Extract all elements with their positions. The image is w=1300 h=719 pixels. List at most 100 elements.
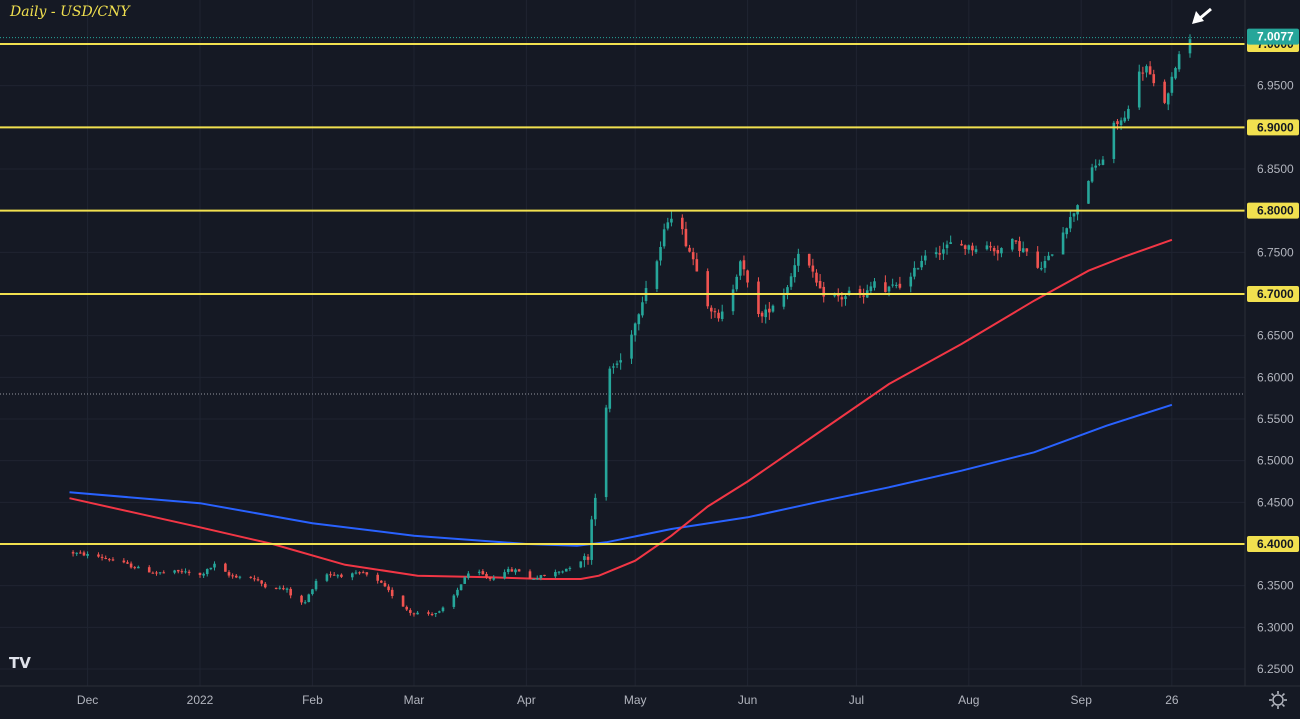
price-tick-label: 6.2500 [1257, 662, 1294, 676]
candle-body [615, 363, 619, 365]
tradingview-logo-icon[interactable]: TV [9, 654, 31, 672]
candle-body [1174, 68, 1177, 79]
candle-body [459, 584, 463, 591]
candle-body [180, 571, 184, 573]
candle-body [282, 588, 285, 590]
candle-body [75, 552, 79, 554]
level-tag [1247, 536, 1299, 552]
candle-body [706, 271, 709, 307]
candle-body [249, 576, 253, 578]
candle-body [506, 569, 510, 572]
candle-body [811, 265, 815, 272]
time-tick-label: May [624, 693, 647, 707]
time-tick-label: Jul [849, 693, 864, 707]
candle-body [898, 283, 902, 288]
candle-body [1094, 165, 1098, 168]
candle-body [427, 612, 430, 614]
candle-body [670, 218, 673, 223]
candle-body [184, 571, 187, 573]
candle-body [401, 595, 405, 607]
candle-body [332, 574, 336, 576]
candle-body [488, 576, 492, 580]
chart-title: Daily - USD/CNY [10, 4, 130, 20]
candle-body [289, 588, 292, 596]
candle-body [354, 572, 358, 574]
candle-body [122, 560, 126, 563]
candle-body [996, 250, 1000, 254]
candle-body [1018, 241, 1021, 251]
ma-slow-line [69, 403, 1173, 547]
candle-body [543, 574, 546, 576]
candle-body [456, 589, 459, 596]
candle-body [336, 575, 340, 577]
candle-body [985, 245, 989, 250]
candle-body [1050, 254, 1054, 256]
candle-body [1188, 39, 1192, 54]
candle-body [564, 568, 568, 572]
last-price-label: 7.0077 [1257, 30, 1294, 44]
candle-body [793, 265, 797, 278]
candle-body [358, 572, 361, 574]
candle-body [510, 569, 514, 572]
candle-body [894, 284, 898, 286]
candle-body [205, 569, 209, 575]
candle-body [314, 580, 318, 590]
candle-body [173, 570, 176, 573]
candle-body [390, 589, 394, 597]
candle-body [71, 552, 75, 554]
candle-body [213, 563, 216, 568]
candle-body [147, 567, 151, 573]
candle-body [300, 595, 303, 603]
candle-body [387, 586, 390, 591]
candle-body [1127, 108, 1130, 119]
candle-body [467, 573, 470, 578]
time-tick-label: 26 [1165, 693, 1179, 707]
candle-body [100, 556, 104, 558]
candle-body [434, 613, 438, 615]
candle-body [771, 305, 775, 312]
level-tag-label: 6.4000 [1257, 537, 1294, 551]
candle-body [844, 296, 847, 300]
candle-body [633, 323, 637, 336]
candle-body [822, 286, 826, 297]
candle-body [713, 311, 717, 313]
candle-body [383, 583, 387, 587]
candle-body [757, 281, 760, 315]
candle-body [485, 573, 488, 578]
price-tick-label: 6.7500 [1257, 245, 1294, 259]
candle-body [583, 556, 586, 561]
level-tag [1247, 286, 1299, 302]
candle-body [579, 561, 583, 568]
candle-body [227, 572, 231, 576]
candle-body [1163, 81, 1166, 103]
candle-body [858, 289, 862, 295]
candle-body [137, 566, 140, 569]
time-tick-label: Apr [517, 693, 536, 707]
level-tag-label: 6.9000 [1257, 120, 1294, 134]
candle-body [285, 588, 289, 590]
gear-icon[interactable] [1268, 690, 1288, 710]
candle-body [967, 245, 971, 250]
candle-body [1014, 240, 1018, 242]
candle-body [452, 595, 456, 607]
candle-body [786, 287, 789, 295]
candle-body [604, 407, 608, 498]
moving-averages [69, 238, 1173, 580]
candle-body [1119, 120, 1123, 126]
candle-body [873, 281, 876, 288]
candle-body [412, 613, 416, 615]
candle-body [768, 308, 771, 313]
price-tick-label: 6.4500 [1257, 495, 1294, 509]
candle-body [176, 569, 180, 572]
candle-body [528, 571, 532, 579]
candle-body [256, 579, 260, 581]
candle-body [416, 612, 419, 615]
candle-body [731, 289, 735, 312]
time-tick-label: 2022 [187, 693, 214, 707]
candle-body [815, 272, 818, 283]
candle-body [129, 563, 133, 568]
candle-body [97, 554, 100, 557]
candle-body [108, 559, 111, 561]
